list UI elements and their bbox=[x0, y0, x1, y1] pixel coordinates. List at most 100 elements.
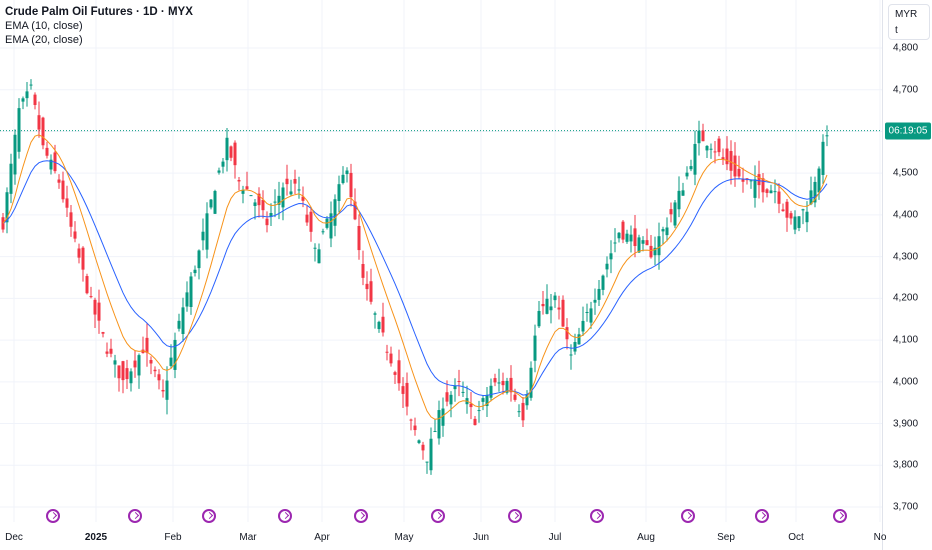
candle-body bbox=[177, 320, 181, 329]
candle-body bbox=[477, 410, 481, 412]
candle-body bbox=[133, 360, 137, 368]
chart-area[interactable]: Crude Palm Oil Futures · 1D · MYX EMA (1… bbox=[0, 0, 882, 523]
candle-body bbox=[405, 382, 409, 407]
candle-body bbox=[741, 179, 745, 182]
candle-body bbox=[429, 438, 433, 471]
candle-body bbox=[757, 174, 761, 186]
dividend-arrow-icon[interactable] bbox=[833, 509, 847, 523]
candle-body bbox=[621, 221, 625, 240]
candle-body bbox=[433, 431, 437, 433]
candle-body bbox=[461, 391, 465, 393]
candle-body bbox=[813, 181, 817, 203]
time-axis[interactable]: Dec 2025 Feb Mar Apr May Jun Jul Aug Sep Oct No bbox=[0, 522, 886, 550]
candle-body bbox=[793, 216, 797, 230]
candle-body bbox=[161, 389, 165, 392]
dividend-arrow-icon[interactable] bbox=[508, 509, 522, 523]
candle-body bbox=[317, 249, 321, 264]
dividend-arrow-icon[interactable] bbox=[681, 509, 695, 523]
dividend-arrow-icon[interactable] bbox=[128, 509, 142, 523]
dividend-arrow-icon[interactable] bbox=[202, 509, 216, 523]
time-tick-label: 2025 bbox=[84, 532, 108, 543]
candle-body bbox=[425, 461, 429, 463]
candle-body bbox=[693, 143, 697, 175]
candle-body bbox=[101, 332, 105, 334]
candle-body bbox=[409, 419, 413, 421]
currency-unit-selector[interactable]: MYR t bbox=[888, 4, 930, 40]
candle-body bbox=[501, 380, 505, 386]
candle-body bbox=[569, 354, 573, 356]
ema10-legend[interactable]: EMA (10, close) bbox=[5, 20, 83, 32]
candle-body bbox=[545, 298, 549, 314]
candle-body bbox=[557, 307, 561, 310]
candle-body bbox=[637, 237, 641, 253]
candle-body bbox=[245, 186, 249, 190]
time-tick-label: Dec bbox=[5, 532, 23, 543]
candle-body bbox=[733, 155, 737, 177]
time-tick-label: Apr bbox=[314, 532, 330, 543]
candle-body bbox=[493, 378, 497, 383]
candle-body bbox=[113, 360, 117, 365]
last-price-tag: 06:19:05 bbox=[885, 122, 931, 140]
dividend-arrow-icon[interactable] bbox=[46, 509, 60, 523]
candle-body bbox=[137, 355, 141, 376]
dividend-arrow-icon[interactable] bbox=[755, 509, 769, 523]
candle-body bbox=[369, 281, 373, 302]
candle-body bbox=[285, 178, 289, 185]
candle-body bbox=[613, 242, 617, 244]
candle-body bbox=[225, 137, 229, 161]
candle-body bbox=[805, 211, 809, 223]
candle-body bbox=[561, 299, 565, 327]
dividend-arrow-icon[interactable] bbox=[590, 509, 604, 523]
candle-body bbox=[413, 425, 417, 431]
time-tick-label: Mar bbox=[239, 532, 257, 543]
candle-body bbox=[509, 377, 513, 393]
candle-body bbox=[485, 394, 489, 407]
candle-body bbox=[313, 247, 317, 249]
price-tick-label: 4,800 bbox=[893, 42, 919, 54]
candle-body bbox=[69, 212, 73, 227]
price-tick-label: 4,200 bbox=[893, 292, 919, 304]
dividend-arrow-icon[interactable] bbox=[431, 509, 445, 523]
candle-body bbox=[497, 382, 501, 384]
candle-body bbox=[365, 283, 369, 290]
price-tick-label: 4,500 bbox=[893, 167, 919, 179]
candle-body bbox=[373, 313, 377, 315]
candle-body bbox=[669, 209, 673, 215]
candle-body bbox=[337, 184, 341, 201]
candle-body bbox=[249, 195, 253, 197]
candle-body bbox=[769, 190, 773, 194]
price-chart[interactable] bbox=[0, 0, 882, 522]
candle-body bbox=[117, 365, 121, 379]
candle-body bbox=[525, 394, 529, 406]
ema10-line bbox=[2, 134, 828, 420]
candle-body bbox=[773, 191, 777, 193]
candle-body bbox=[421, 444, 425, 451]
symbol-title[interactable]: Crude Palm Oil Futures · 1D · MYX bbox=[5, 6, 193, 18]
candle-body bbox=[765, 189, 769, 193]
ema20-legend[interactable]: EMA (20, close) bbox=[5, 34, 83, 46]
time-tick-label: Sep bbox=[717, 532, 735, 543]
dividend-arrow-icon[interactable] bbox=[278, 509, 292, 523]
candle-body bbox=[505, 380, 509, 393]
candle-body bbox=[701, 130, 705, 142]
time-tick-label: No bbox=[873, 532, 887, 543]
price-axis[interactable]: MYR t 4,8004,7004,6004,5004,4004,3004,20… bbox=[882, 0, 932, 550]
dividend-arrow-icon[interactable] bbox=[354, 509, 368, 523]
candle-body bbox=[189, 276, 193, 307]
candle-body bbox=[229, 146, 233, 158]
candle-body bbox=[265, 218, 269, 226]
candle-body bbox=[237, 180, 241, 182]
candle-body bbox=[453, 385, 457, 390]
candle-body bbox=[809, 190, 813, 205]
candle-body bbox=[625, 233, 629, 242]
time-tick-label: Aug bbox=[637, 532, 655, 543]
candle-body bbox=[549, 306, 553, 311]
candle-body bbox=[665, 227, 669, 236]
candle-body bbox=[417, 440, 421, 443]
candle-body bbox=[697, 130, 701, 144]
candle-body bbox=[41, 117, 45, 146]
candle-body bbox=[377, 321, 381, 330]
candle-body bbox=[705, 145, 709, 151]
candle-body bbox=[385, 351, 389, 353]
price-tick-label: 3,900 bbox=[893, 418, 919, 430]
